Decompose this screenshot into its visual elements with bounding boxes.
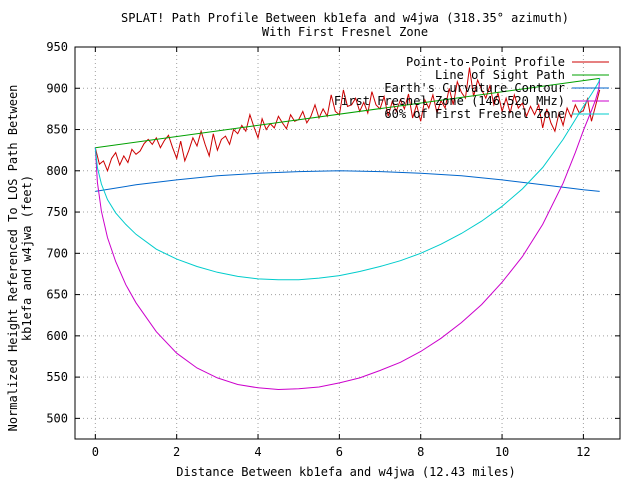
y-tick-label-750: 750 — [46, 205, 68, 219]
x-tick-label-10: 10 — [495, 445, 509, 459]
x-tick-label-8: 8 — [417, 445, 424, 459]
y-tick-label-700: 700 — [46, 246, 68, 260]
y-axis-label-line1: Normalized Height Referenced To LOS Path… — [6, 85, 20, 432]
y-tick-label-550: 550 — [46, 370, 68, 384]
legend-label-point-to-point-profile: Point-to-Point Profile — [406, 55, 565, 69]
plot-frame — [74, 46, 621, 440]
series-group — [94, 67, 601, 391]
series-line-first-fresnel-zone-146-520-mhz — [94, 78, 601, 391]
y-tick-label-500: 500 — [46, 411, 68, 425]
y-tick-label-800: 800 — [46, 164, 68, 178]
x-tick-label-6: 6 — [336, 445, 343, 459]
chart-title: SPLAT! Path Profile Between kb1efa and w… — [121, 11, 569, 25]
x-tick-label-4: 4 — [254, 445, 261, 459]
y-axis-ticks: 500 550 600 650 700 750 800 850 900 950 — [46, 40, 620, 425]
y-tick-label-950: 950 — [46, 40, 68, 54]
x-tick-label-12: 12 — [576, 445, 590, 459]
legend-label-first-fresnel-zone-146-520-mhz: First Fresnel Zone (146.520 MHz) — [334, 94, 565, 108]
y-tick-label-650: 650 — [46, 288, 68, 302]
legend-label-60-of-first-fresnel-zone: 60% of First Fresnel Zone — [384, 107, 565, 121]
legend-label-earth-s-curvature-contour: Earth's Curvature Contour — [384, 81, 565, 95]
x-tick-label-2: 2 — [173, 445, 180, 459]
series-line-earth-s-curvature-contour — [95, 170, 600, 192]
y-tick-label-850: 850 — [46, 123, 68, 137]
x-axis-label: Distance Between kb1efa and w4jwa (12.43… — [176, 465, 516, 479]
series-line-60-of-first-fresnel-zone — [94, 78, 601, 281]
x-tick-label-0: 0 — [92, 445, 99, 459]
series-line-point-to-point-profile — [94, 67, 601, 173]
y-tick-label-900: 900 — [46, 81, 68, 95]
legend-label-line-of-sight-path: Line of Sight Path — [435, 68, 565, 82]
series-line-line-of-sight-path — [95, 77, 600, 149]
y-axis-label-line2: kb1efa and w4jwa (feet) — [20, 175, 34, 341]
chart-subtitle: With First Fresnel Zone — [262, 25, 428, 39]
x-axis-ticks: 0 2 4 6 8 10 12 — [92, 47, 591, 459]
y-tick-label-600: 600 — [46, 329, 68, 343]
